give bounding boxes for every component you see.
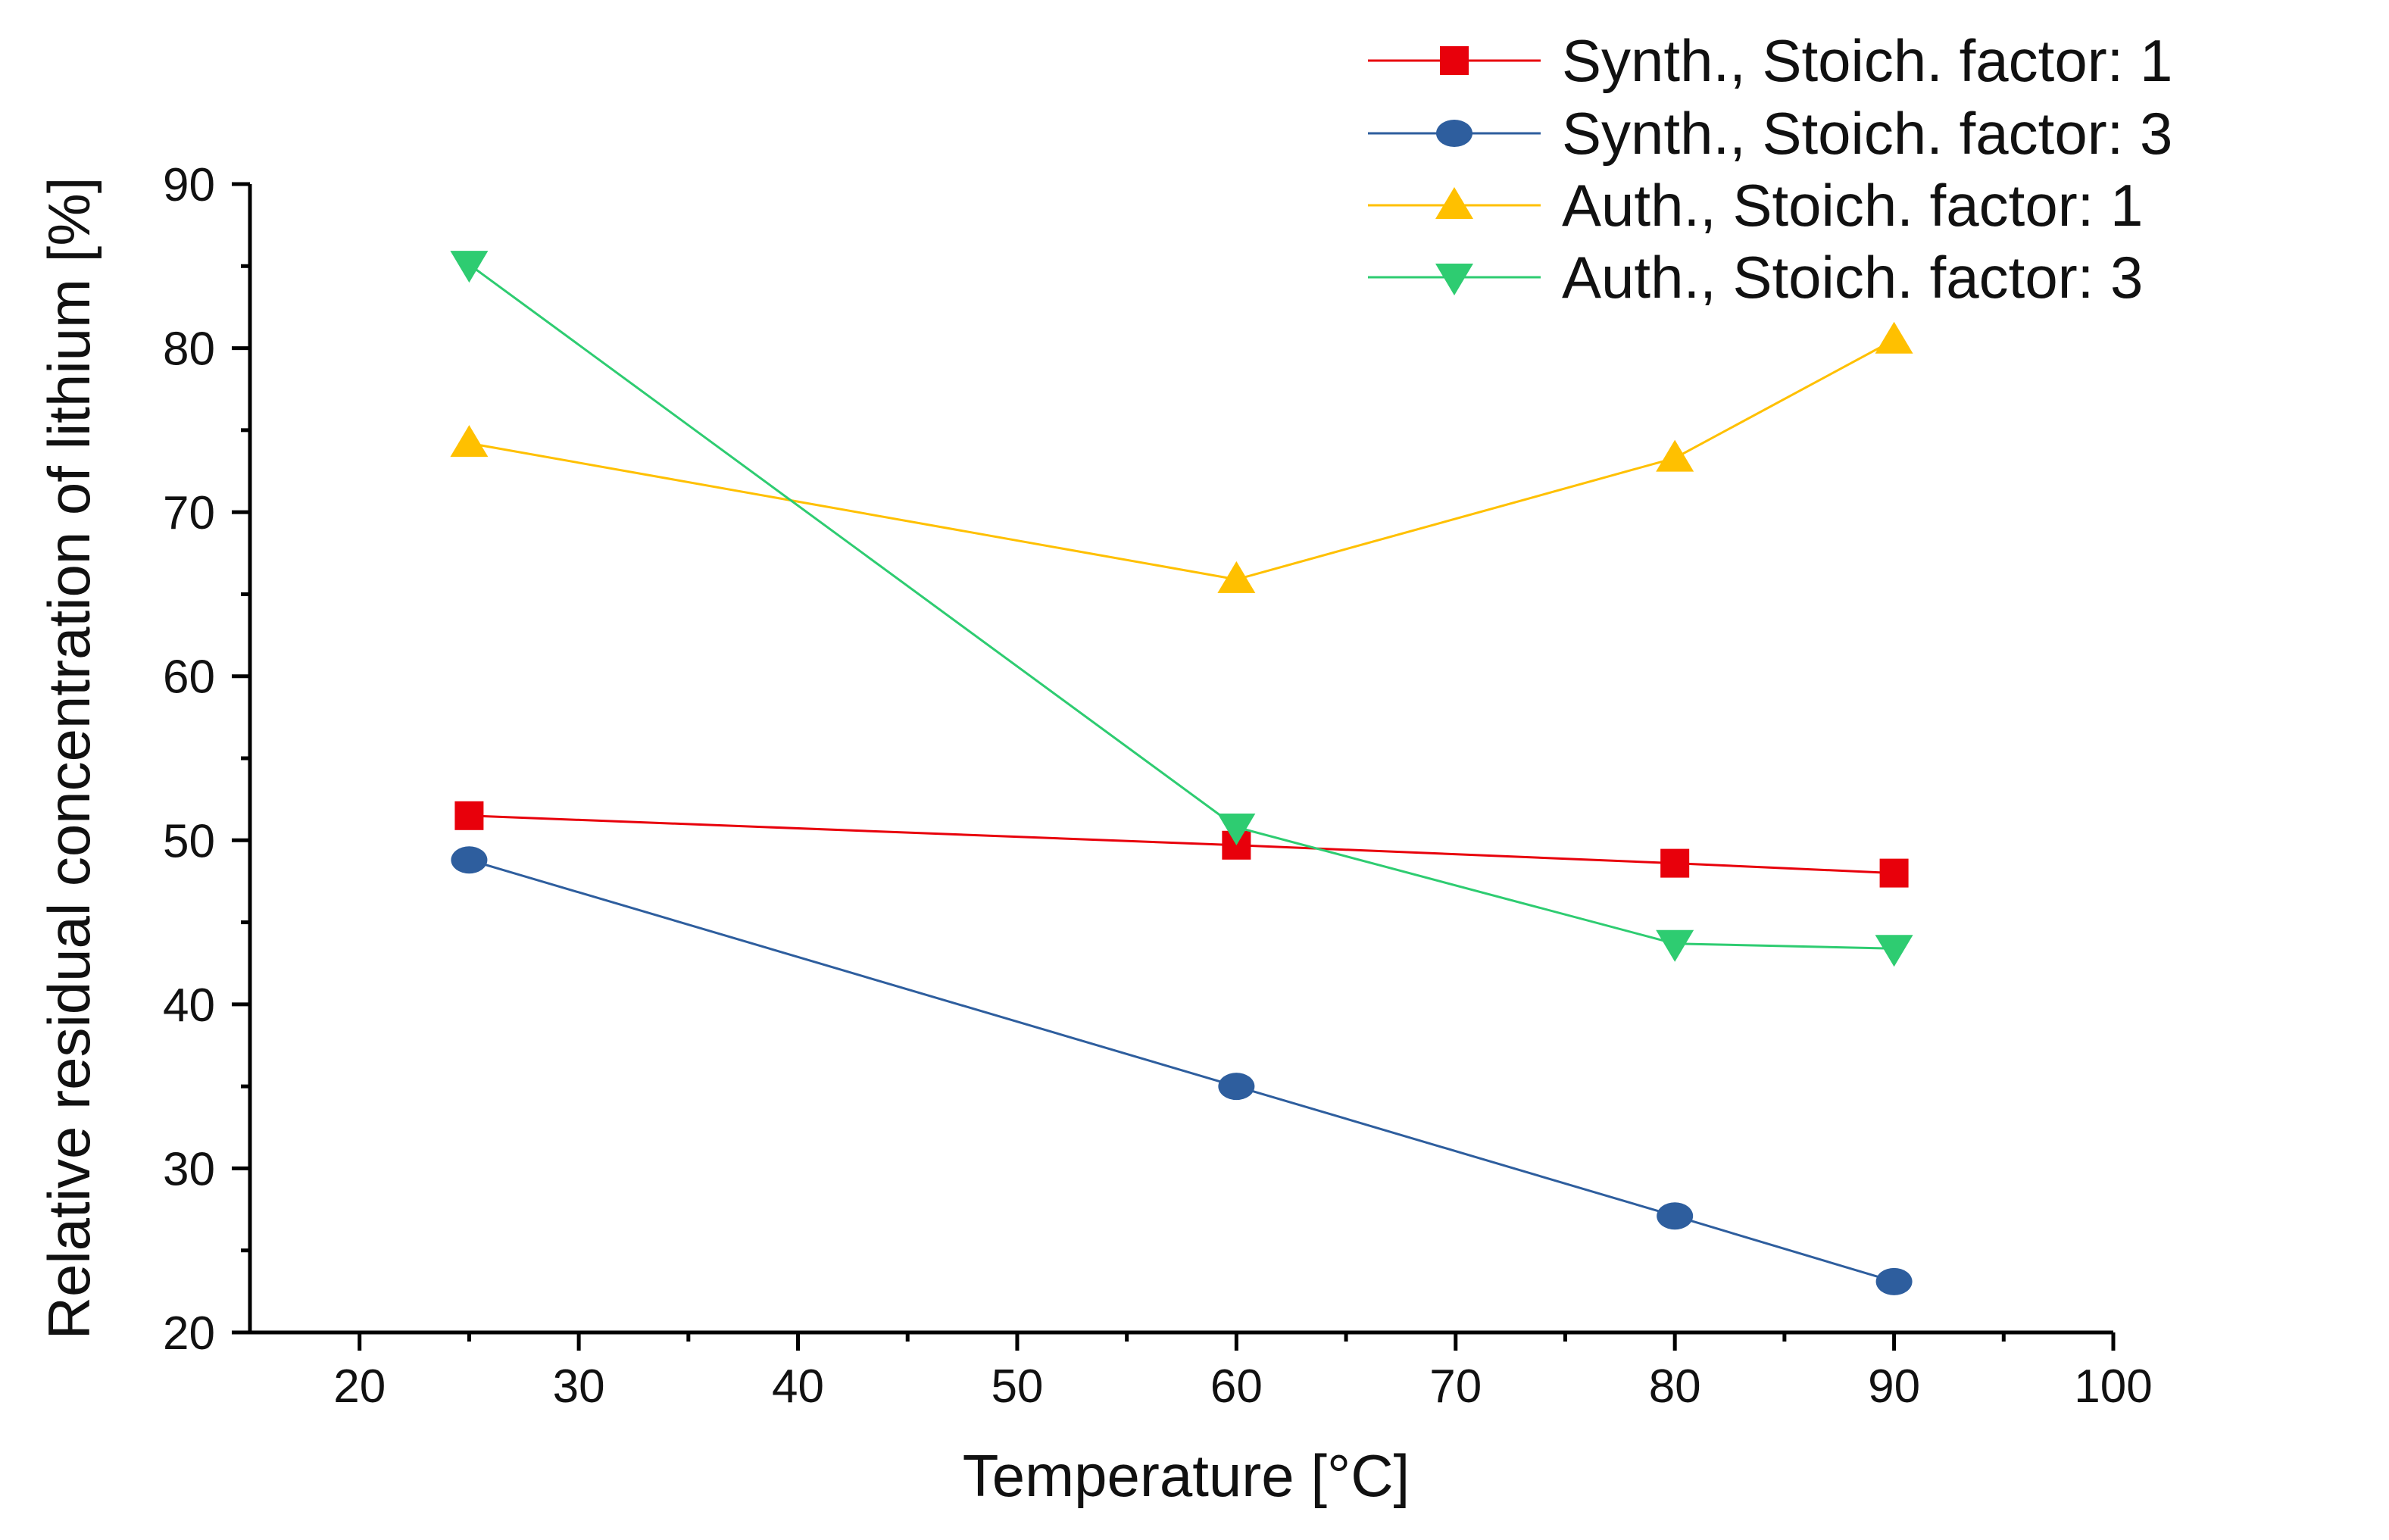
data-point (450, 425, 489, 458)
y-tick-label: 50 (163, 815, 215, 867)
legend-marker (1440, 46, 1469, 75)
data-point (1657, 1202, 1694, 1230)
x-tick-label: 50 (991, 1360, 1043, 1413)
data-point (1217, 561, 1256, 593)
y-ticks: 20 30 40 50 60 70 80 90 (163, 159, 250, 1360)
series-1 (454, 801, 1909, 888)
y-tick-label: 80 (163, 323, 215, 376)
series-4 (450, 251, 1913, 967)
data-point (450, 251, 489, 283)
legend-label: Auth., Stoich. factor: 3 (1562, 244, 2143, 311)
x-tick-label: 100 (2074, 1360, 2152, 1413)
series-line (468, 858, 1895, 1283)
series-2 (451, 846, 1913, 1295)
data-point (1660, 848, 1690, 878)
x-tick-label: 90 (1868, 1360, 1920, 1413)
x-tick-label: 70 (1429, 1360, 1482, 1413)
legend-entry: Auth., Stoich. factor: 1 (1368, 172, 2143, 239)
y-tick-label: 30 (163, 1143, 215, 1195)
legend-marker (1435, 187, 1473, 219)
x-tick-label: 60 (1210, 1360, 1263, 1413)
data-point (1656, 929, 1694, 962)
y-tick-label: 60 (163, 651, 215, 704)
data-point (1875, 321, 1913, 354)
data-point (1879, 858, 1909, 888)
series-line (468, 263, 1894, 950)
legend-label: Auth., Stoich. factor: 1 (1562, 172, 2143, 239)
legend-marker (1436, 120, 1472, 147)
x-ticks: 20 30 40 50 60 70 80 90 100 (333, 1332, 2153, 1413)
legend-marker (1435, 264, 1473, 295)
data-point (451, 846, 488, 874)
y-tick-label: 20 (163, 1307, 215, 1360)
series-layer (450, 251, 1913, 1295)
x-axis-label: Temperature [°C] (963, 1442, 1410, 1509)
legend-entry: Synth., Stoich. factor: 3 (1368, 100, 2172, 167)
axes (248, 184, 2113, 1335)
data-point (1656, 439, 1694, 472)
legend-entry: Auth., Stoich. factor: 3 (1368, 244, 2143, 311)
series-line (469, 339, 1895, 581)
x-tick-label: 20 (333, 1360, 386, 1413)
data-point (1217, 813, 1256, 845)
data-point (1875, 1267, 1913, 1295)
data-point (1218, 1073, 1255, 1101)
x-tick-label: 30 (553, 1360, 605, 1413)
y-tick-label: 70 (163, 487, 215, 539)
data-point (454, 801, 484, 830)
series-line (469, 814, 1894, 875)
y-tick-label: 90 (163, 159, 215, 211)
x-tick-label: 80 (1649, 1360, 1701, 1413)
y-axis-label: Relative residual concentration of lithi… (36, 177, 102, 1340)
legend-label: Synth., Stoich. factor: 3 (1562, 100, 2172, 167)
legend-label: Synth., Stoich. factor: 1 (1562, 27, 2172, 94)
series-3 (450, 321, 1913, 593)
legend-entry: Synth., Stoich. factor: 1 (1368, 27, 2172, 94)
x-tick-label: 40 (772, 1360, 824, 1413)
data-point (1875, 935, 1913, 967)
y-tick-label: 40 (163, 979, 215, 1032)
